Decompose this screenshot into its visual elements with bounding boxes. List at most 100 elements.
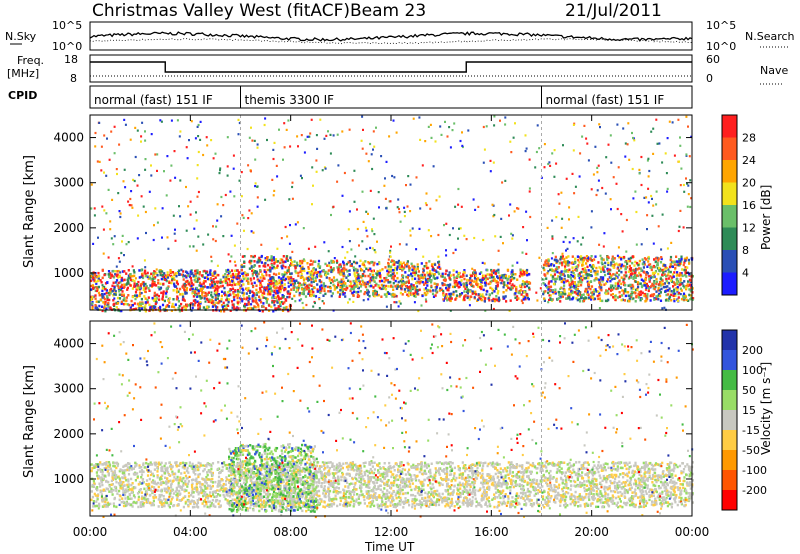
heatmap-cell: [635, 210, 638, 214]
heatmap-cell: [624, 260, 627, 264]
heatmap-cell: [101, 309, 104, 313]
heatmap-cell: [180, 302, 183, 306]
heatmap-cell: [336, 291, 340, 294]
heatmap-cell: [302, 267, 306, 271]
heatmap-cell: [255, 291, 258, 295]
heatmap-cell: [637, 285, 640, 289]
heatmap-cell: [343, 287, 346, 291]
heatmap-cell: [118, 143, 121, 146]
heatmap-cell: [571, 280, 574, 284]
heatmap-cell: [238, 283, 241, 286]
heatmap-cell: [580, 255, 583, 258]
heatmap-cell: [481, 467, 484, 470]
heatmap-cell: [688, 155, 691, 158]
heatmap-cell: [238, 121, 241, 125]
heatmap-cell: [593, 297, 597, 301]
heatmap-cell: [662, 271, 665, 274]
heatmap-cell: [276, 260, 280, 263]
heatmap-cell: [560, 273, 563, 276]
heatmap-cell: [268, 285, 271, 289]
heatmap-cell: [126, 278, 129, 282]
heatmap-cell: [614, 282, 617, 285]
heatmap-cell: [128, 277, 131, 280]
heatmap-cell: [584, 290, 586, 293]
heatmap-cell: [497, 271, 500, 274]
heatmap-cell: [130, 190, 133, 193]
heatmap-cell: [240, 263, 243, 267]
heatmap-cell: [424, 281, 427, 285]
heatmap-cell: [487, 297, 490, 300]
heatmap-cell: [443, 468, 446, 471]
heatmap-cell: [108, 462, 111, 466]
heatmap-cell: [335, 286, 339, 289]
heatmap-cell: [617, 284, 620, 287]
heatmap-cell: [357, 279, 360, 282]
heatmap-cell: [428, 505, 431, 508]
heatmap-cell: [202, 243, 205, 246]
heatmap-cell: [102, 301, 105, 304]
heatmap-cell: [247, 164, 250, 167]
heatmap-cell: [399, 302, 402, 305]
heatmap-cell: [463, 277, 466, 281]
heatmap-cell: [641, 262, 644, 266]
heatmap-cell: [492, 204, 495, 207]
heatmap-cell: [307, 287, 310, 290]
heatmap-cell: [224, 483, 227, 486]
heatmap-cell: [399, 487, 402, 490]
heatmap-cell: [189, 276, 192, 280]
heatmap-cell: [449, 278, 452, 281]
heatmap-cell: [657, 225, 660, 228]
heatmap-cell: [646, 214, 649, 217]
heatmap-cell: [386, 279, 389, 282]
heatmap-cell: [398, 211, 401, 214]
heatmap-cell: [103, 273, 106, 277]
heatmap-cell: [367, 261, 370, 264]
heatmap-cell: [271, 296, 274, 299]
heatmap-cell: [522, 295, 525, 298]
heatmap-cell: [103, 209, 106, 212]
heatmap-cell: [311, 263, 314, 266]
heatmap-cell: [462, 282, 465, 286]
heatmap-cell: [602, 245, 605, 248]
heatmap-cell: [315, 271, 318, 275]
heatmap-cell: [478, 293, 481, 296]
heatmap-cell: [340, 280, 343, 283]
heatmap-cell: [648, 280, 651, 283]
heatmap-cell: [390, 276, 393, 279]
heatmap-cell: [452, 290, 455, 294]
heatmap-cell: [455, 276, 458, 280]
heatmap-cell: [614, 295, 617, 298]
heatmap-cell: [123, 254, 125, 257]
heatmap-cell: [165, 305, 168, 308]
heatmap-cell: [366, 282, 369, 286]
heatmap-cell: [192, 283, 195, 286]
heatmap-cell: [658, 292, 661, 296]
heatmap-cell: [691, 275, 694, 278]
heatmap-cell: [94, 289, 97, 292]
heatmap-cell: [264, 259, 267, 262]
heatmap-cell: [113, 293, 116, 296]
heatmap-cell: [224, 273, 227, 276]
heatmap-cell: [622, 278, 625, 281]
heatmap-cell: [570, 471, 574, 475]
heatmap-cell: [288, 308, 291, 311]
heatmap-cell: [660, 281, 663, 284]
heatmap-cell: [614, 298, 617, 301]
heatmap-cell: [550, 495, 553, 498]
heatmap-cell: [185, 276, 188, 279]
heatmap-cell: [415, 248, 418, 251]
heatmap-cell: [488, 273, 491, 276]
heatmap-cell: [553, 149, 556, 152]
heatmap-cell: [492, 276, 495, 279]
heatmap-cell: [671, 276, 674, 279]
heatmap-cell: [314, 268, 317, 271]
heatmap-cell: [270, 257, 273, 260]
heatmap-cell: [372, 148, 374, 151]
heatmap-cell: [374, 272, 378, 275]
heatmap-cell: [134, 277, 137, 280]
heatmap-cell: [303, 283, 306, 286]
heatmap-cell: [196, 280, 199, 283]
heatmap-cell: [470, 464, 473, 467]
heatmap-cell: [682, 294, 685, 298]
heatmap-cell: [346, 286, 349, 290]
